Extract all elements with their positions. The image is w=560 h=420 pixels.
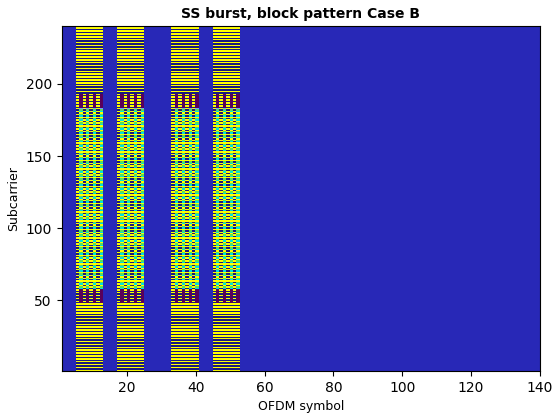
Title: SS burst, block pattern Case B: SS burst, block pattern Case B	[181, 7, 420, 21]
Y-axis label: Subcarrier: Subcarrier	[7, 166, 20, 231]
X-axis label: OFDM symbol: OFDM symbol	[258, 400, 344, 413]
